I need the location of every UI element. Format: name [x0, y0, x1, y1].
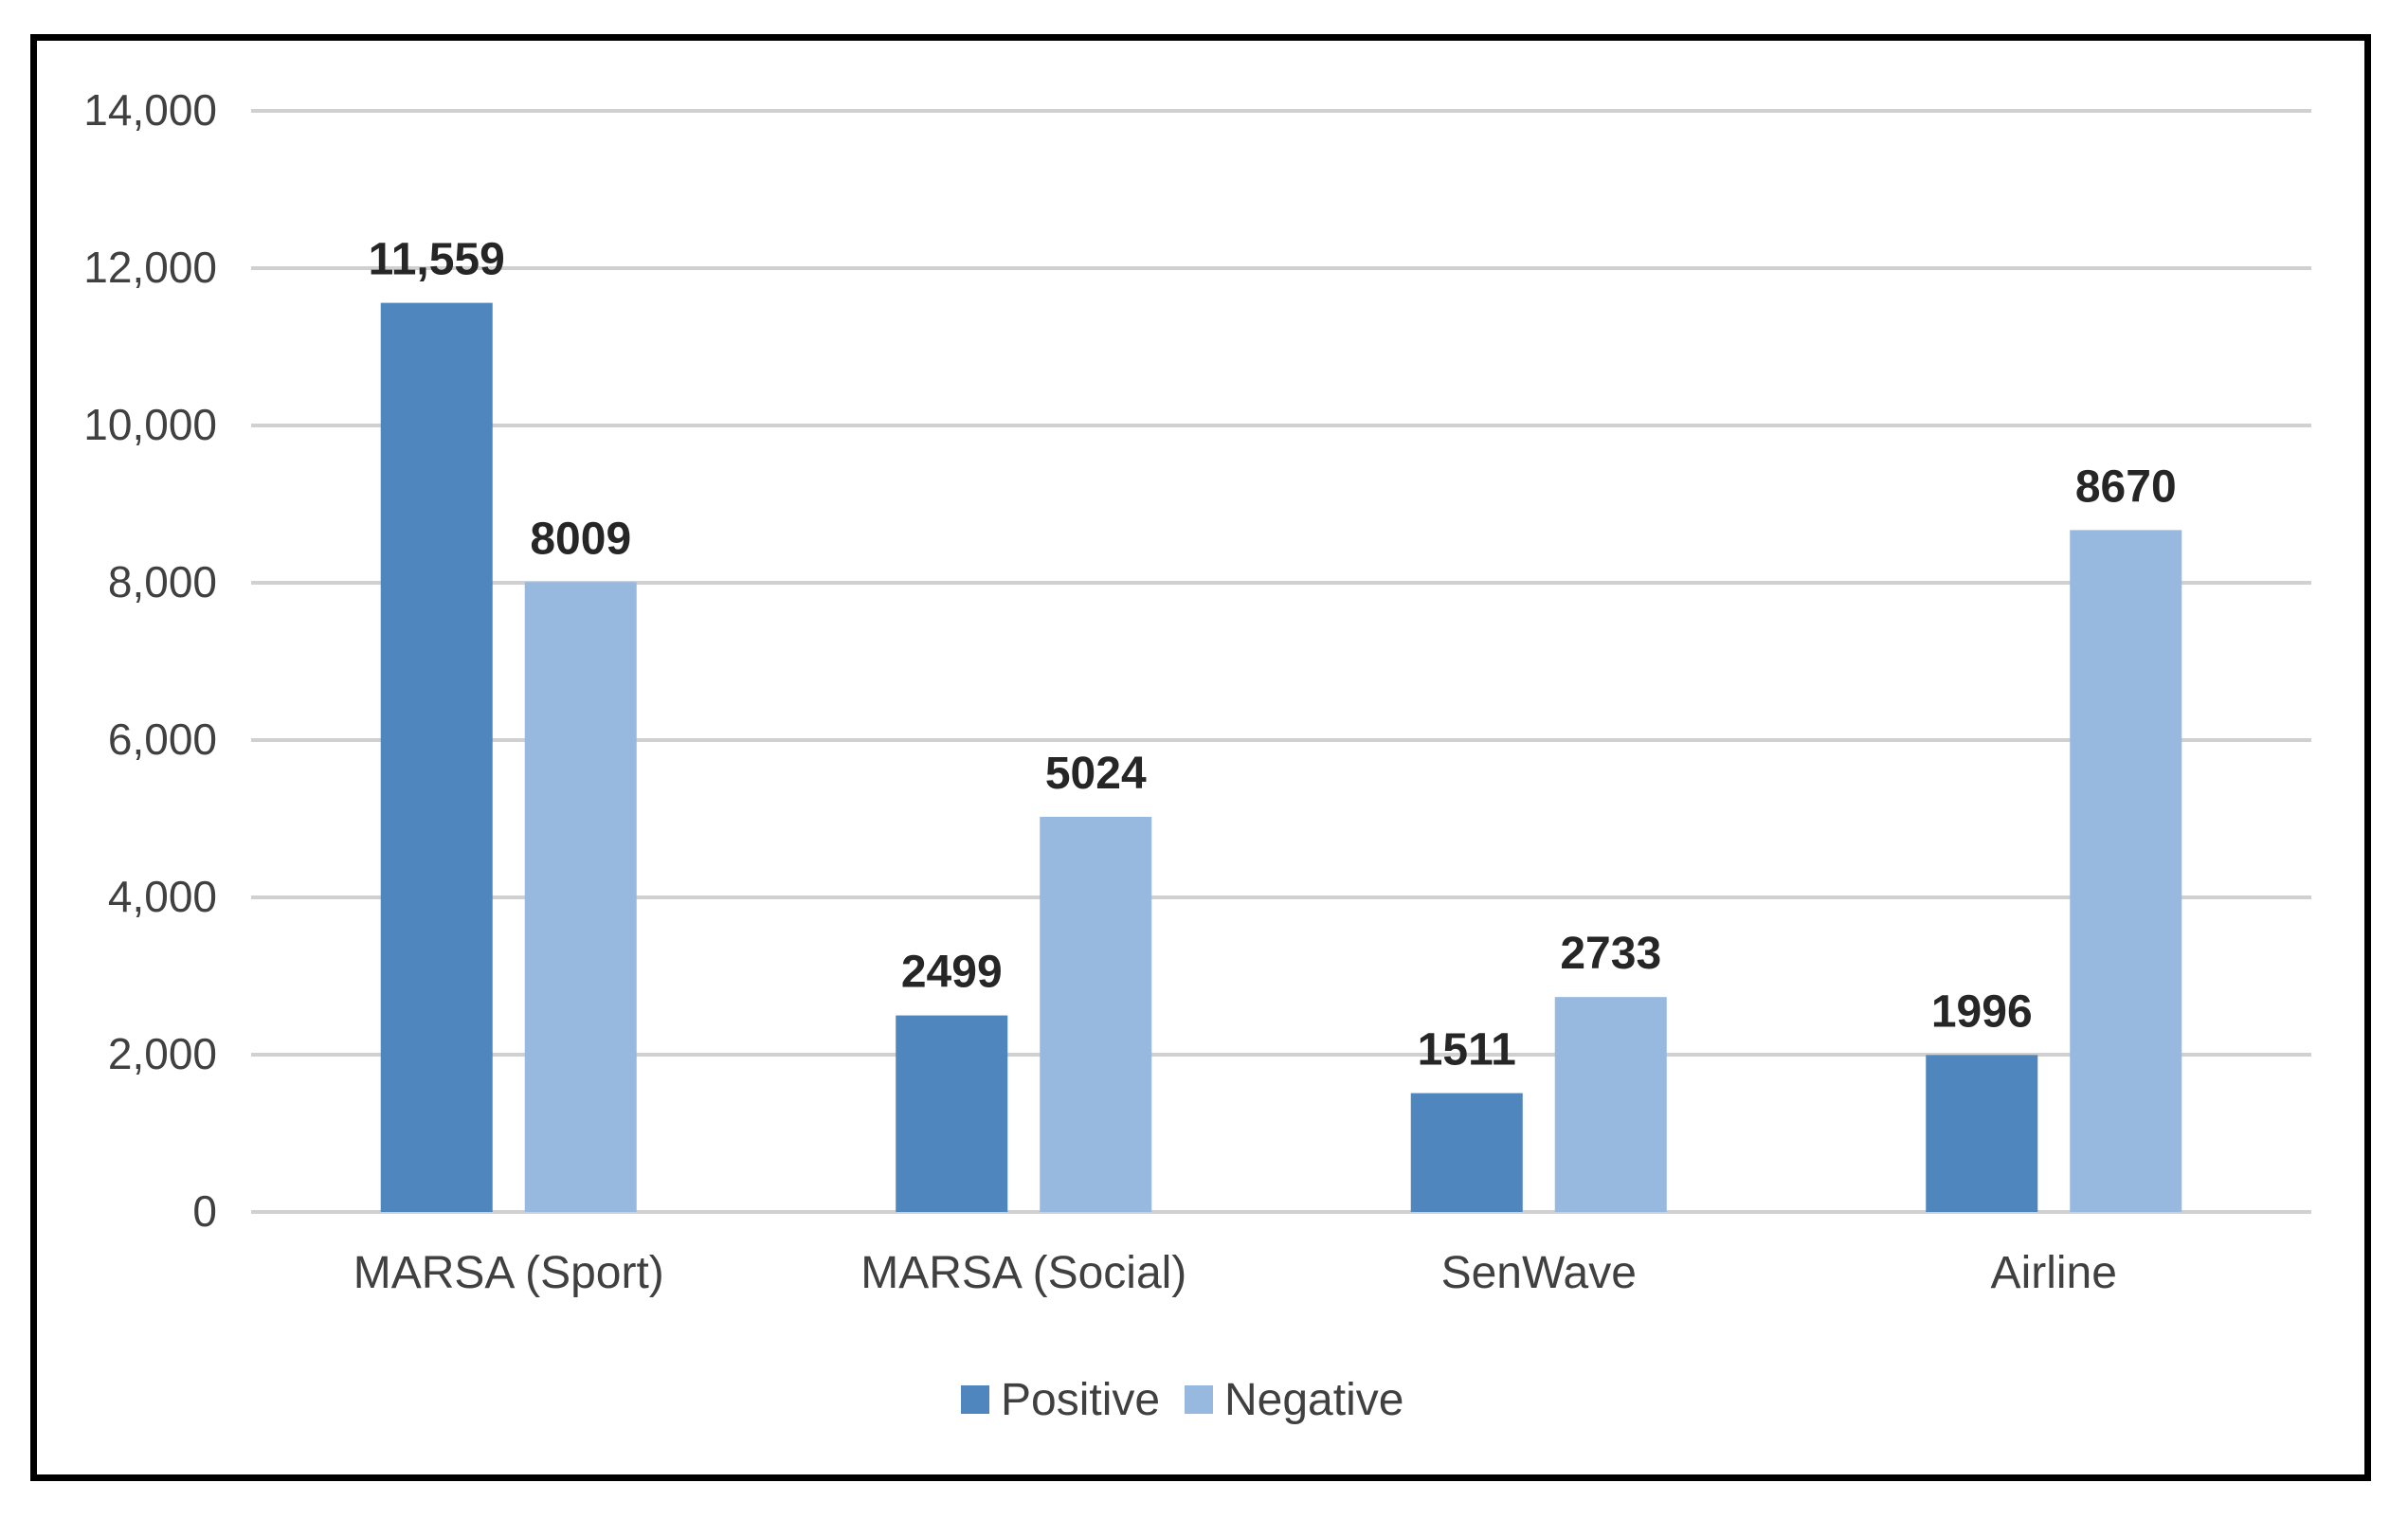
legend: Positive Negative	[961, 1375, 1403, 1425]
bar-negative-2	[1554, 997, 1667, 1212]
data-label-positive-1: 2499	[901, 948, 1003, 998]
category-label: MARSA (Social)	[860, 1248, 1186, 1298]
y-axis-tick-labels: 0 2,000 4,000 6,000 8,000 10,000 12,000 14,000	[83, 85, 217, 1236]
y-tick-label: 8,000	[108, 557, 217, 606]
data-label-negative-0: 8009	[530, 514, 631, 564]
y-tick-label: 10,000	[83, 400, 217, 449]
category-label: Airline	[1991, 1248, 2117, 1298]
bar-positive-1	[896, 1015, 1008, 1212]
data-labels: 11,559 8009 2499 5024 1511 2733 1996 8670	[369, 235, 2177, 1076]
legend-swatch-negative	[1185, 1385, 1213, 1414]
bar-negative-0	[524, 582, 637, 1212]
y-tick-label: 6,000	[108, 714, 217, 764]
y-tick-label: 14,000	[83, 85, 217, 135]
data-label-positive-2: 1511	[1418, 1025, 1516, 1076]
legend-item-negative: Negative	[1185, 1375, 1403, 1425]
legend-label-positive: Positive	[1001, 1375, 1160, 1425]
data-label-negative-3: 8670	[2075, 461, 2177, 512]
legend-swatch-positive	[961, 1385, 989, 1414]
bar-negative-3	[2070, 530, 2182, 1212]
data-label-negative-1: 5024	[1045, 749, 1147, 799]
data-label-positive-0: 11,559	[369, 235, 505, 285]
bars	[380, 302, 2182, 1212]
data-label-negative-2: 2733	[1560, 929, 1661, 979]
bar-negative-1	[1040, 817, 1152, 1212]
y-tick-label: 2,000	[108, 1029, 217, 1078]
y-tick-label: 0	[192, 1186, 217, 1236]
x-axis-category-labels: MARSA (Sport) MARSA (Social) SenWave Airlin…	[353, 1248, 2117, 1298]
data-label-positive-3: 1996	[1931, 986, 2033, 1037]
y-tick-label: 12,000	[83, 243, 217, 292]
category-label: MARSA (Sport)	[353, 1248, 664, 1298]
legend-label-negative: Negative	[1224, 1375, 1403, 1425]
bar-chart: 02,0004,0006,0008,00010,00012,00014,000 …	[83, 85, 2311, 1425]
y-tick-label: 4,000	[108, 872, 217, 921]
bar-positive-2	[1410, 1093, 1523, 1212]
chart-frame: 0 2,000 4,000 6,000 8,000 10,000 12,000 14,000 …	[30, 34, 2371, 1481]
legend-item-positive: Positive	[961, 1375, 1160, 1425]
bar-positive-3	[1926, 1055, 2038, 1212]
category-label: SenWave	[1441, 1248, 1637, 1298]
bar-positive-0	[380, 302, 493, 1212]
